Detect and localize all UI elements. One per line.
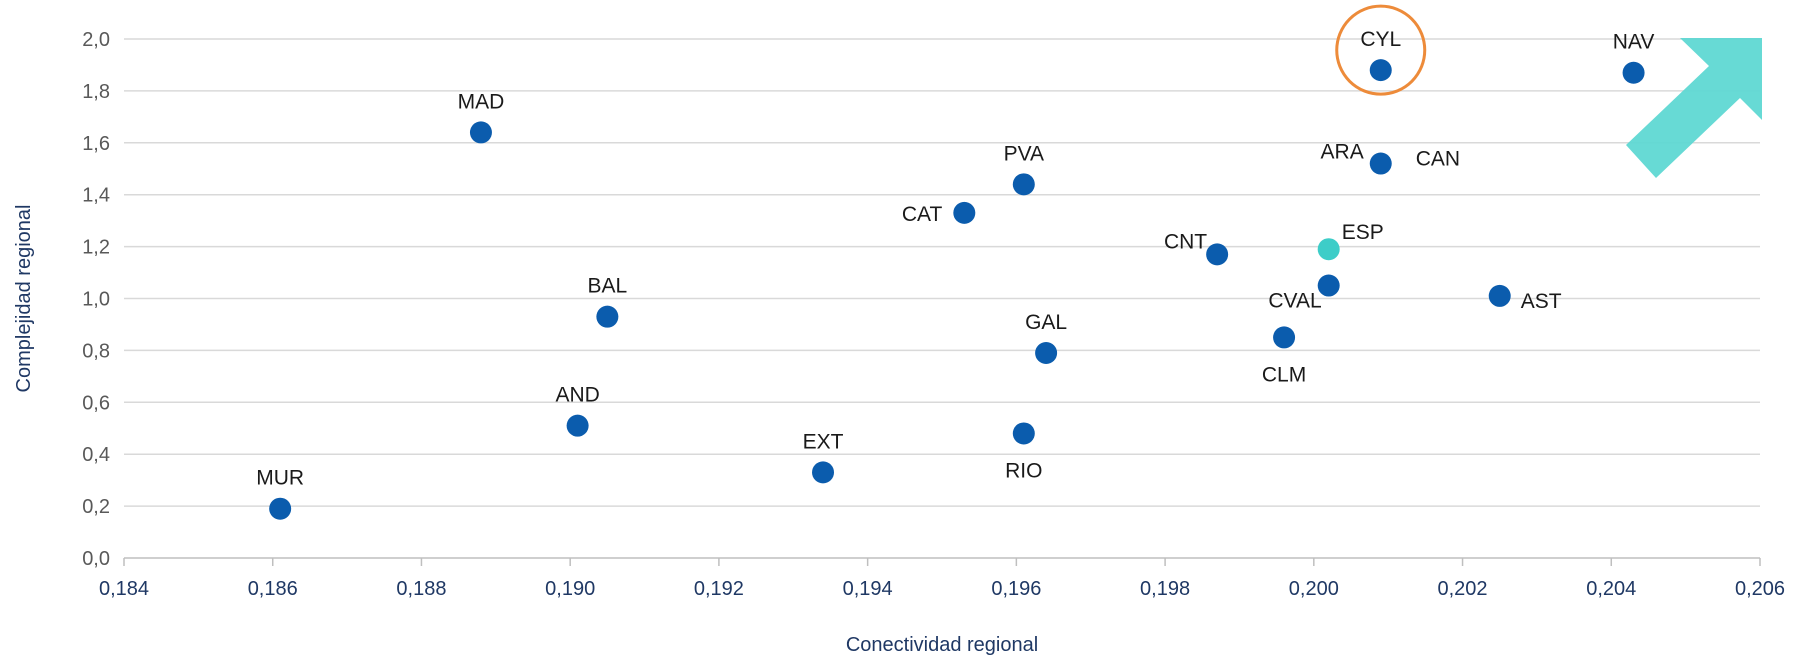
point-label-nav: NAV	[1613, 31, 1655, 54]
x-tick-label: 0,186	[248, 578, 298, 600]
x-tick-label: 0,188	[396, 578, 446, 600]
y-tick-label: 0,8	[82, 340, 110, 362]
data-point-pva	[1012, 173, 1035, 196]
data-point-ext	[812, 461, 835, 484]
data-point-and	[566, 414, 589, 437]
axes: 0,0 0,2 0,4 0,6 0,8 1,0 1,2 1,4 1,6 1,8 2,0 0,184 0,…	[82, 29, 1785, 600]
y-tick-label: 1,8	[82, 81, 110, 103]
data-points	[269, 59, 1645, 520]
data-point-nav	[1622, 61, 1645, 84]
data-point-cnt	[1206, 243, 1229, 266]
point-label-pva: PVA	[1004, 142, 1044, 165]
x-tick-label: 0,198	[1140, 578, 1190, 600]
x-tick-label: 0,200	[1289, 578, 1339, 600]
gridlines	[124, 38, 1760, 507]
data-point-mur	[269, 497, 292, 520]
point-label-cat: CAT	[902, 203, 943, 226]
x-tick-label: 0,206	[1735, 578, 1785, 600]
data-point-esp	[1317, 238, 1340, 261]
point-label-and: AND	[555, 384, 599, 407]
data-point-bal	[596, 305, 619, 328]
point-label-ara: ARA	[1321, 141, 1364, 164]
y-tick-label: 2,0	[82, 29, 110, 51]
y-tick-label: 1,0	[82, 289, 110, 311]
data-point-cyl	[1369, 59, 1392, 82]
point-label-cval: CVAL	[1268, 290, 1321, 313]
point-label-esp: ESP	[1342, 221, 1384, 244]
x-tick-label: 0,194	[843, 578, 893, 600]
x-tick-label: 0,202	[1438, 578, 1488, 600]
x-tick-label: 0,190	[545, 578, 595, 600]
point-label-cnt: CNT	[1164, 230, 1207, 253]
data-point-rio	[1012, 422, 1035, 445]
data-point-ast	[1488, 284, 1511, 307]
x-tick-label: 0,184	[99, 578, 149, 600]
data-point-cval	[1317, 274, 1340, 297]
x-tick-label: 0,204	[1586, 578, 1636, 600]
decorations	[1335, 4, 1762, 178]
y-tick-label: 0,4	[82, 444, 110, 466]
point-label-bal: BAL	[588, 275, 628, 298]
point-labels: MUR MAD AND BAL EXT CAT PVA RIO GAL CNT CLM CVAL ESP…	[256, 28, 1654, 490]
y-tick-label: 0,6	[82, 392, 110, 414]
y-tick-label: 1,2	[82, 237, 110, 259]
point-label-rio: RIO	[1005, 459, 1042, 482]
point-label-ast: AST	[1521, 290, 1562, 313]
point-label-gal: GAL	[1025, 311, 1067, 334]
y-tick-label: 1,6	[82, 133, 110, 155]
highlight-circle	[1335, 4, 1427, 96]
y-tick-label: 1,4	[82, 185, 110, 207]
data-point-ara	[1369, 152, 1392, 175]
point-label-cyl: CYL	[1360, 28, 1401, 51]
point-label-mur: MUR	[256, 467, 304, 490]
y-tick-label: 0,2	[82, 496, 110, 518]
data-point-mad	[469, 121, 492, 144]
y-tick-label: 0,0	[82, 548, 110, 570]
x-tick-label: 0,192	[694, 578, 744, 600]
point-label-ext: EXT	[803, 430, 844, 453]
y-axis-title: Complejidad regional	[13, 205, 35, 393]
point-label-mad: MAD	[458, 90, 505, 113]
point-label-clm: CLM	[1262, 363, 1306, 386]
trend-arrow-icon	[1626, 38, 1762, 178]
x-tick-label: 0,196	[991, 578, 1041, 600]
x-axis-title: Conectividad regional	[846, 634, 1038, 656]
data-point-clm	[1273, 326, 1296, 349]
data-point-gal	[1035, 341, 1058, 364]
data-point-cat	[953, 201, 976, 224]
point-label-can: CAN	[1416, 148, 1460, 171]
